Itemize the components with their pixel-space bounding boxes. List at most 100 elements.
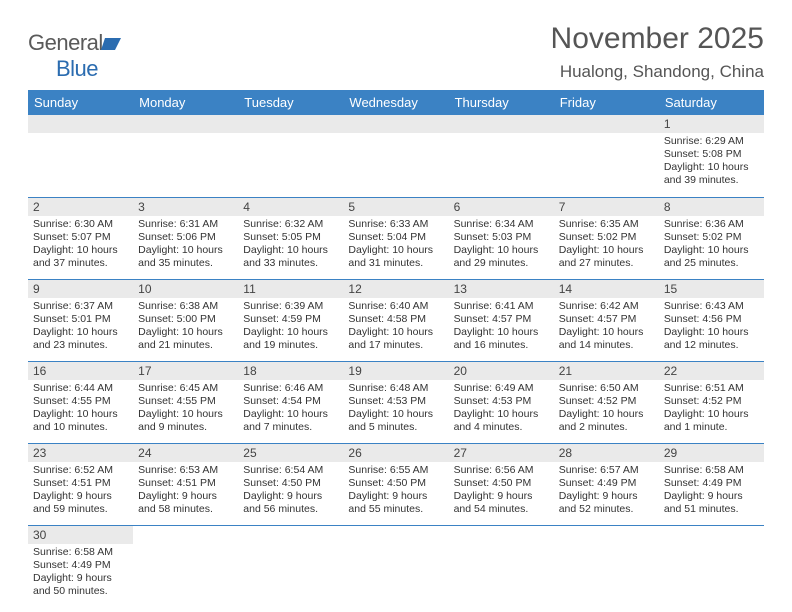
day-number: 16: [28, 362, 133, 380]
calendar-cell: [133, 115, 238, 197]
day-number: 20: [449, 362, 554, 380]
calendar-cell: 10Sunrise: 6:38 AMSunset: 5:00 PMDayligh…: [133, 279, 238, 361]
day-number: 10: [133, 280, 238, 298]
day-details: Sunrise: 6:52 AMSunset: 4:51 PMDaylight:…: [28, 462, 133, 521]
calendar-cell: 23Sunrise: 6:52 AMSunset: 4:51 PMDayligh…: [28, 443, 133, 525]
calendar-cell: 12Sunrise: 6:40 AMSunset: 4:58 PMDayligh…: [343, 279, 448, 361]
day-number: 18: [238, 362, 343, 380]
day-number: 19: [343, 362, 448, 380]
day-number: 4: [238, 198, 343, 216]
day-details: Sunrise: 6:41 AMSunset: 4:57 PMDaylight:…: [449, 298, 554, 357]
calendar-cell: 21Sunrise: 6:50 AMSunset: 4:52 PMDayligh…: [554, 361, 659, 443]
brand-logo: General Blue: [28, 30, 123, 82]
day-details: Sunrise: 6:55 AMSunset: 4:50 PMDaylight:…: [343, 462, 448, 521]
calendar-cell: 27Sunrise: 6:56 AMSunset: 4:50 PMDayligh…: [449, 443, 554, 525]
calendar-cell: 20Sunrise: 6:49 AMSunset: 4:53 PMDayligh…: [449, 361, 554, 443]
calendar-cell: [449, 115, 554, 197]
weekday-header: Friday: [554, 90, 659, 115]
day-number: 7: [554, 198, 659, 216]
day-number: 17: [133, 362, 238, 380]
calendar-cell: [238, 115, 343, 197]
day-number: 22: [659, 362, 764, 380]
calendar-cell: 11Sunrise: 6:39 AMSunset: 4:59 PMDayligh…: [238, 279, 343, 361]
day-details: Sunrise: 6:40 AMSunset: 4:58 PMDaylight:…: [343, 298, 448, 357]
calendar-cell: 8Sunrise: 6:36 AMSunset: 5:02 PMDaylight…: [659, 197, 764, 279]
day-details: Sunrise: 6:30 AMSunset: 5:07 PMDaylight:…: [28, 216, 133, 275]
calendar-cell: 2Sunrise: 6:30 AMSunset: 5:07 PMDaylight…: [28, 197, 133, 279]
day-details: Sunrise: 6:58 AMSunset: 4:49 PMDaylight:…: [28, 544, 133, 603]
weekday-header: Saturday: [659, 90, 764, 115]
day-number: 5: [343, 198, 448, 216]
weekday-header: Monday: [133, 90, 238, 115]
calendar-cell: [554, 115, 659, 197]
day-number: 21: [554, 362, 659, 380]
calendar-cell: 17Sunrise: 6:45 AMSunset: 4:55 PMDayligh…: [133, 361, 238, 443]
day-number: 28: [554, 444, 659, 462]
day-details: Sunrise: 6:50 AMSunset: 4:52 PMDaylight:…: [554, 380, 659, 439]
calendar-cell: 4Sunrise: 6:32 AMSunset: 5:05 PMDaylight…: [238, 197, 343, 279]
calendar-cell: [449, 525, 554, 607]
day-details: Sunrise: 6:49 AMSunset: 4:53 PMDaylight:…: [449, 380, 554, 439]
day-details: Sunrise: 6:32 AMSunset: 5:05 PMDaylight:…: [238, 216, 343, 275]
logo-text-1: General: [28, 30, 103, 55]
day-number: 9: [28, 280, 133, 298]
day-number: 30: [28, 526, 133, 544]
calendar-cell: 3Sunrise: 6:31 AMSunset: 5:06 PMDaylight…: [133, 197, 238, 279]
day-number: 14: [554, 280, 659, 298]
day-number: 13: [449, 280, 554, 298]
day-details: Sunrise: 6:37 AMSunset: 5:01 PMDaylight:…: [28, 298, 133, 357]
calendar-cell: 15Sunrise: 6:43 AMSunset: 4:56 PMDayligh…: [659, 279, 764, 361]
day-number: 1: [659, 115, 764, 133]
calendar-cell: 19Sunrise: 6:48 AMSunset: 4:53 PMDayligh…: [343, 361, 448, 443]
day-number-empty: [554, 115, 659, 133]
calendar-cell: [238, 525, 343, 607]
calendar-cell: [343, 115, 448, 197]
day-details: Sunrise: 6:33 AMSunset: 5:04 PMDaylight:…: [343, 216, 448, 275]
calendar-cell: 28Sunrise: 6:57 AMSunset: 4:49 PMDayligh…: [554, 443, 659, 525]
day-details: Sunrise: 6:36 AMSunset: 5:02 PMDaylight:…: [659, 216, 764, 275]
weekday-header: Sunday: [28, 90, 133, 115]
calendar-cell: 9Sunrise: 6:37 AMSunset: 5:01 PMDaylight…: [28, 279, 133, 361]
calendar-cell: 18Sunrise: 6:46 AMSunset: 4:54 PMDayligh…: [238, 361, 343, 443]
day-number-empty: [449, 115, 554, 133]
weekday-header: Wednesday: [343, 90, 448, 115]
day-details: Sunrise: 6:56 AMSunset: 4:50 PMDaylight:…: [449, 462, 554, 521]
calendar-cell: 29Sunrise: 6:58 AMSunset: 4:49 PMDayligh…: [659, 443, 764, 525]
day-details: Sunrise: 6:57 AMSunset: 4:49 PMDaylight:…: [554, 462, 659, 521]
day-details: Sunrise: 6:48 AMSunset: 4:53 PMDaylight:…: [343, 380, 448, 439]
calendar-cell: [343, 525, 448, 607]
calendar-cell: [554, 525, 659, 607]
calendar-cell: 1Sunrise: 6:29 AMSunset: 5:08 PMDaylight…: [659, 115, 764, 197]
day-details: Sunrise: 6:58 AMSunset: 4:49 PMDaylight:…: [659, 462, 764, 521]
calendar-cell: 13Sunrise: 6:41 AMSunset: 4:57 PMDayligh…: [449, 279, 554, 361]
day-details: Sunrise: 6:51 AMSunset: 4:52 PMDaylight:…: [659, 380, 764, 439]
day-number: 3: [133, 198, 238, 216]
day-details: Sunrise: 6:45 AMSunset: 4:55 PMDaylight:…: [133, 380, 238, 439]
page-title: November 2025: [28, 22, 764, 56]
day-details: Sunrise: 6:38 AMSunset: 5:00 PMDaylight:…: [133, 298, 238, 357]
day-details: Sunrise: 6:43 AMSunset: 4:56 PMDaylight:…: [659, 298, 764, 357]
calendar-cell: 16Sunrise: 6:44 AMSunset: 4:55 PMDayligh…: [28, 361, 133, 443]
day-number: 26: [343, 444, 448, 462]
day-details: Sunrise: 6:29 AMSunset: 5:08 PMDaylight:…: [659, 133, 764, 192]
day-details: Sunrise: 6:44 AMSunset: 4:55 PMDaylight:…: [28, 380, 133, 439]
calendar-cell: 24Sunrise: 6:53 AMSunset: 4:51 PMDayligh…: [133, 443, 238, 525]
calendar-table: SundayMondayTuesdayWednesdayThursdayFrid…: [28, 90, 764, 607]
calendar-cell: [133, 525, 238, 607]
day-number: 25: [238, 444, 343, 462]
logo-text-2: Blue: [56, 56, 98, 81]
calendar-cell: 5Sunrise: 6:33 AMSunset: 5:04 PMDaylight…: [343, 197, 448, 279]
calendar-cell: 26Sunrise: 6:55 AMSunset: 4:50 PMDayligh…: [343, 443, 448, 525]
calendar-cell: [659, 525, 764, 607]
calendar-cell: 14Sunrise: 6:42 AMSunset: 4:57 PMDayligh…: [554, 279, 659, 361]
weekday-header: Tuesday: [238, 90, 343, 115]
day-number: 23: [28, 444, 133, 462]
calendar-cell: 22Sunrise: 6:51 AMSunset: 4:52 PMDayligh…: [659, 361, 764, 443]
day-number: 6: [449, 198, 554, 216]
day-details: Sunrise: 6:31 AMSunset: 5:06 PMDaylight:…: [133, 216, 238, 275]
day-number: 15: [659, 280, 764, 298]
calendar-cell: 7Sunrise: 6:35 AMSunset: 5:02 PMDaylight…: [554, 197, 659, 279]
page-subtitle: Hualong, Shandong, China: [28, 62, 764, 82]
day-details: Sunrise: 6:35 AMSunset: 5:02 PMDaylight:…: [554, 216, 659, 275]
logo-flag-icon: [101, 36, 123, 52]
